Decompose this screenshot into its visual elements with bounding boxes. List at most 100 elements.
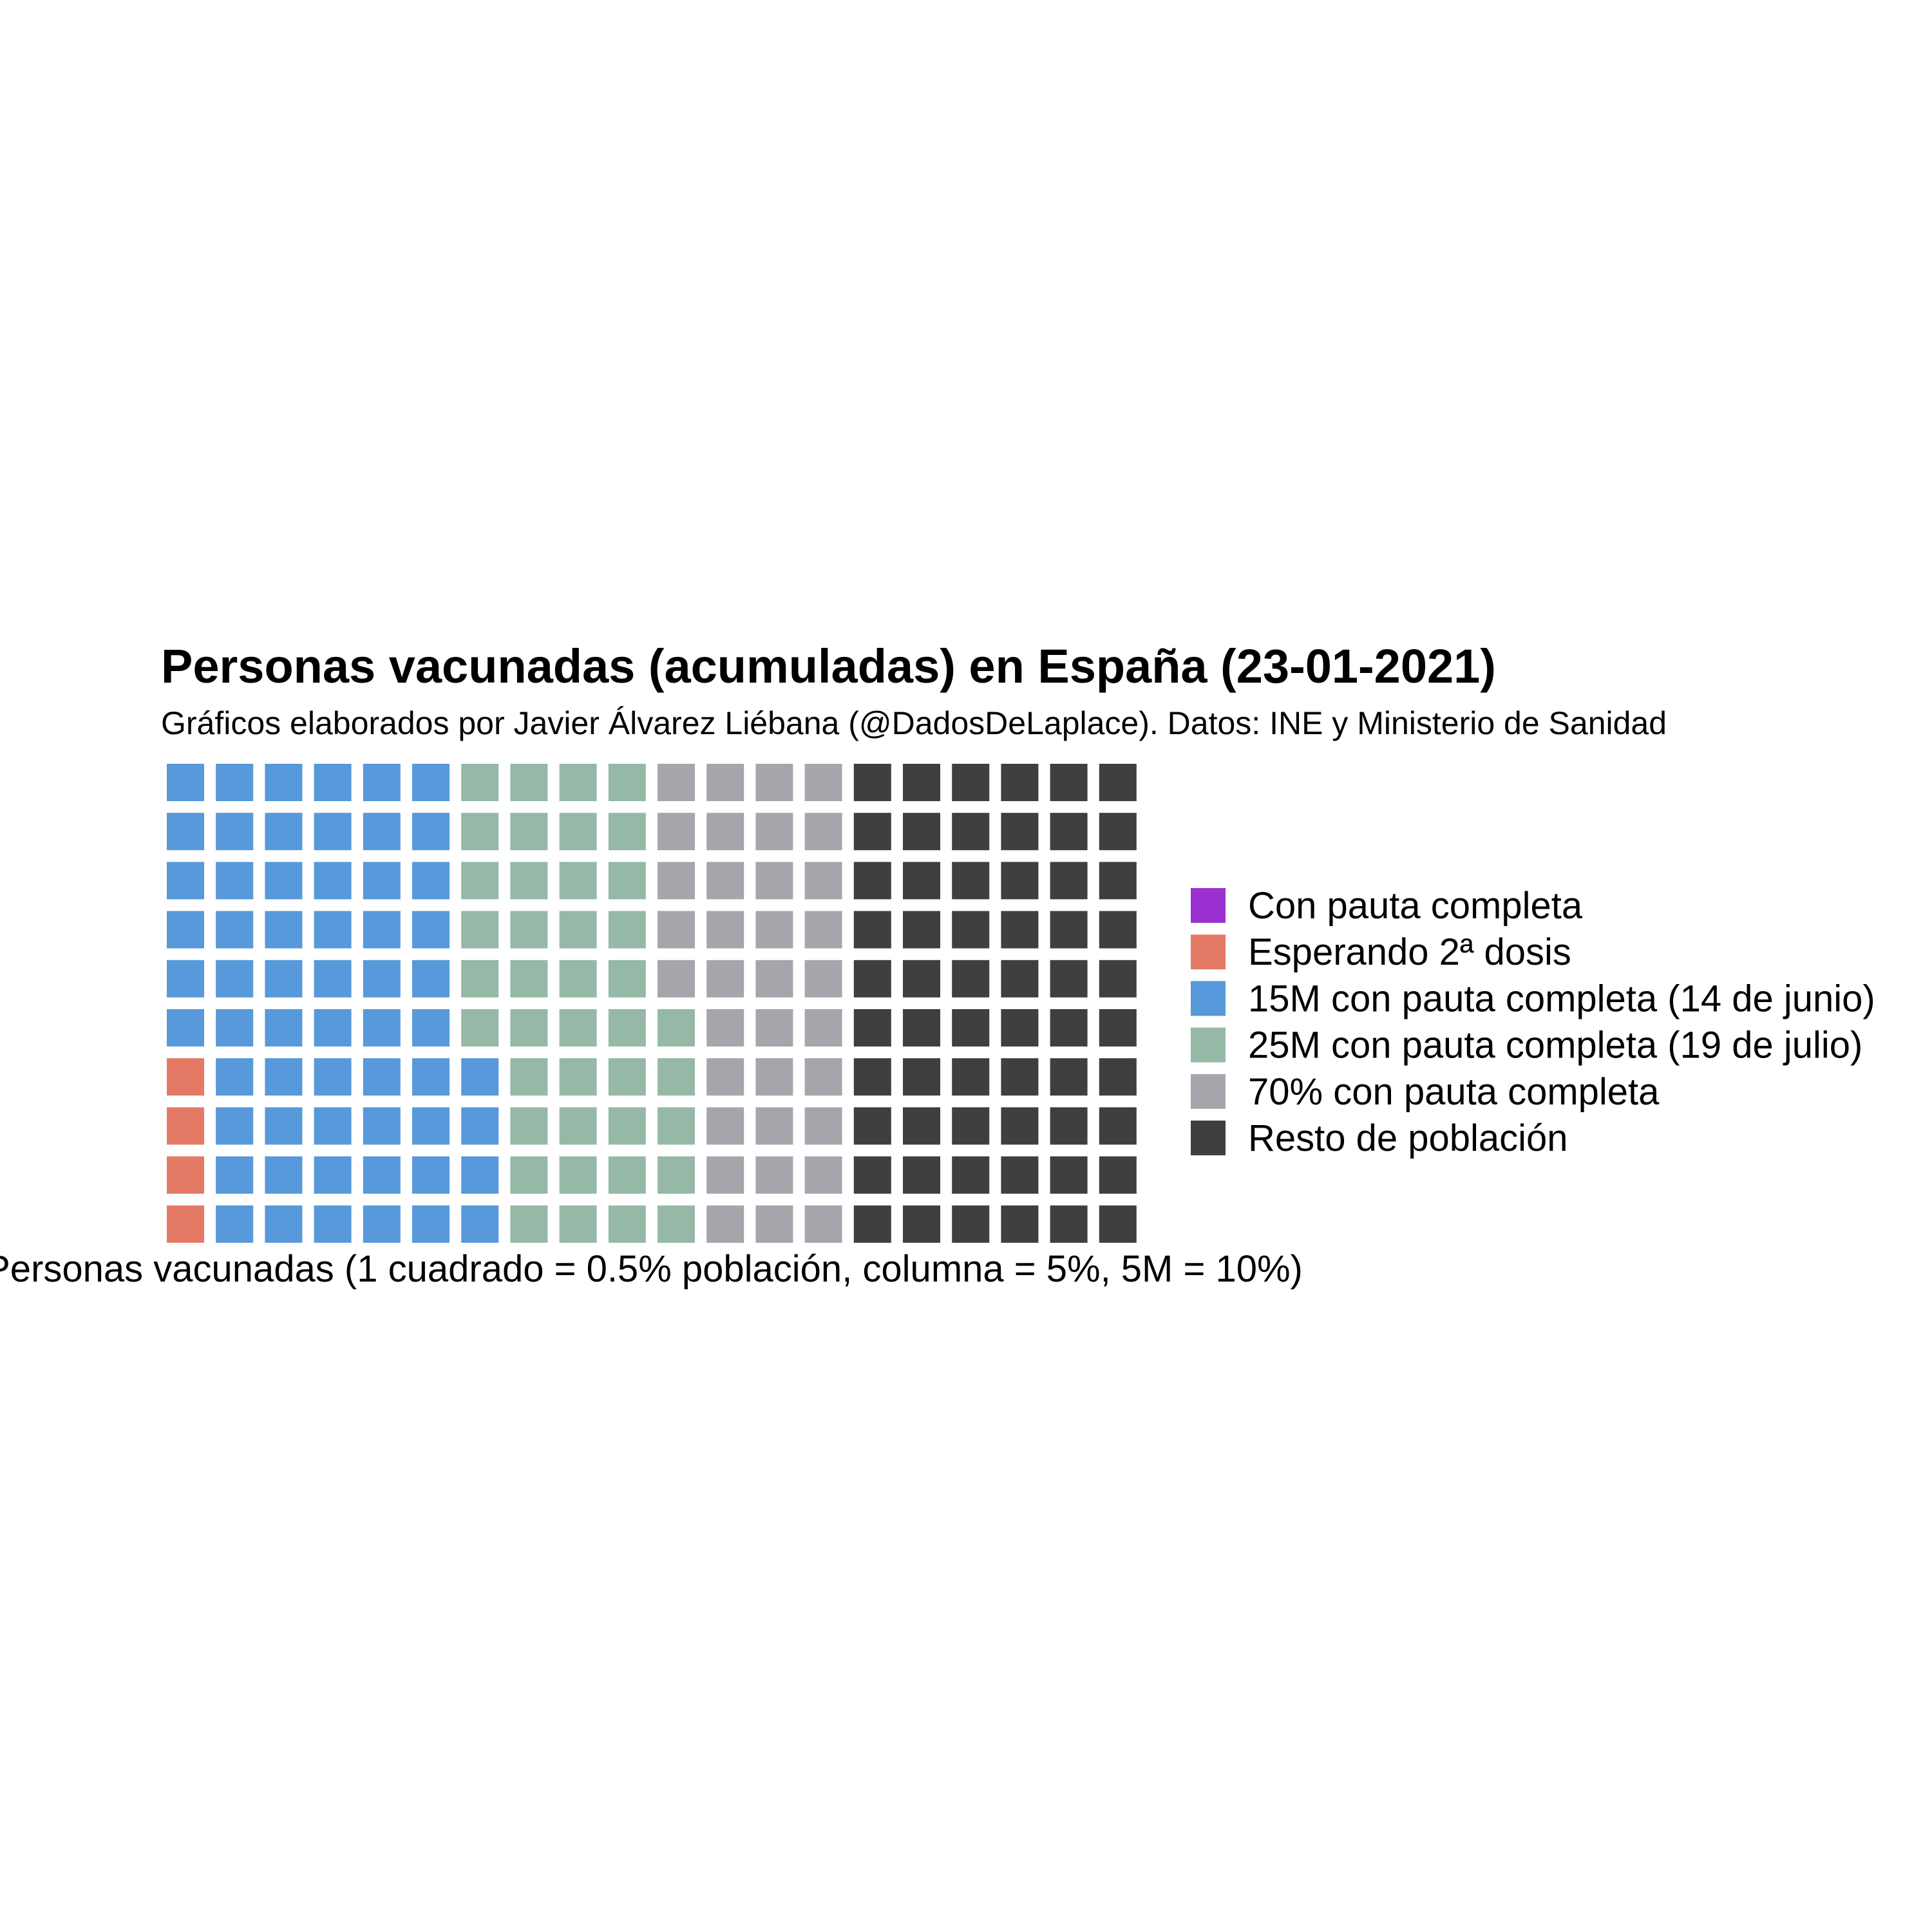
waffle-square [314, 911, 352, 949]
waffle-square [658, 911, 695, 949]
waffle-square [952, 1205, 990, 1243]
waffle-square [1099, 764, 1137, 801]
waffle-square [658, 1009, 695, 1046]
waffle-square [510, 1107, 548, 1145]
waffle-square [1001, 862, 1039, 900]
waffle-square [167, 813, 204, 851]
waffle-square [706, 764, 744, 801]
waffle-square [1050, 911, 1088, 949]
waffle-square [1001, 764, 1039, 801]
waffle-squares [167, 764, 1137, 1243]
waffle-square [1050, 1205, 1088, 1243]
waffle-square [1050, 1156, 1088, 1194]
waffle-square [314, 1058, 352, 1096]
waffle-square [853, 1058, 891, 1096]
waffle-square [804, 960, 842, 998]
waffle-square [755, 1156, 793, 1194]
waffle-square [903, 1107, 940, 1145]
waffle-square [1099, 1156, 1137, 1194]
waffle-square [903, 1009, 940, 1046]
waffle-square [1099, 960, 1137, 998]
legend-key [1191, 981, 1226, 1016]
waffle-square [903, 911, 940, 949]
waffle-square [167, 911, 204, 949]
waffle-square [755, 1107, 793, 1145]
waffle-square [510, 1205, 548, 1243]
waffle-square [804, 1058, 842, 1096]
waffle-square [1050, 1009, 1088, 1046]
waffle-square [853, 813, 891, 851]
waffle-square [216, 764, 254, 801]
waffle-square [216, 1205, 254, 1243]
waffle-square [1050, 764, 1088, 801]
waffle-square [804, 764, 842, 801]
waffle-square [461, 1009, 499, 1046]
waffle-square [903, 1058, 940, 1096]
waffle-square [314, 862, 352, 900]
waffle-square [363, 1205, 401, 1243]
waffle-square [658, 1058, 695, 1096]
waffle-square [167, 960, 204, 998]
waffle-square [608, 1205, 646, 1243]
waffle-square [755, 1009, 793, 1046]
waffle-square [1099, 1205, 1137, 1243]
waffle-square [903, 1205, 940, 1243]
x-axis-label: Personas vacunadas (1 cuadrado = 0.5% po… [0, 1248, 1303, 1290]
waffle-square [658, 764, 695, 801]
waffle-square [608, 1156, 646, 1194]
waffle-square [216, 911, 254, 949]
waffle-square [1001, 1058, 1039, 1096]
waffle-square [853, 911, 891, 949]
waffle-square [804, 1009, 842, 1046]
waffle-square [265, 1009, 303, 1046]
waffle-square [265, 1156, 303, 1194]
waffle-square [363, 764, 401, 801]
waffle-square [265, 1205, 303, 1243]
waffle-square [1001, 911, 1039, 949]
waffle-square [559, 1205, 597, 1243]
waffle-square [314, 813, 352, 851]
waffle-square [461, 813, 499, 851]
waffle-square [608, 960, 646, 998]
waffle-square [706, 1107, 744, 1145]
waffle-square [706, 862, 744, 900]
waffle-square [559, 1107, 597, 1145]
waffle-square [559, 1009, 597, 1046]
waffle-square [412, 813, 450, 851]
legend-key [1191, 934, 1226, 970]
legend-label: 15M con pauta completa (14 de junio) [1248, 978, 1875, 1019]
waffle-square [314, 960, 352, 998]
waffle-square [658, 862, 695, 900]
waffle-square [1050, 1058, 1088, 1096]
waffle-square [952, 1058, 990, 1096]
waffle-square [167, 862, 204, 900]
waffle-square [1001, 1107, 1039, 1145]
waffle-square [658, 1205, 695, 1243]
waffle-square [265, 813, 303, 851]
waffle-square [1001, 1205, 1039, 1243]
waffle-square [167, 1107, 204, 1145]
waffle-square [853, 1205, 891, 1243]
waffle-square [706, 911, 744, 949]
waffle-square [755, 1205, 793, 1243]
legend-label: Con pauta completa [1248, 885, 1583, 927]
waffle-square [510, 764, 548, 801]
waffle-square [952, 1156, 990, 1194]
waffle-square [706, 813, 744, 851]
waffle-square [216, 813, 254, 851]
legend-key [1191, 1121, 1226, 1155]
waffle-square [363, 911, 401, 949]
waffle-square [461, 911, 499, 949]
waffle-square [363, 813, 401, 851]
legend-key [1191, 888, 1226, 923]
waffle-square [903, 862, 940, 900]
waffle-square [412, 1009, 450, 1046]
waffle-square [804, 1205, 842, 1243]
waffle-square [853, 862, 891, 900]
waffle-square [412, 1156, 450, 1194]
waffle-square [510, 862, 548, 900]
waffle-square [804, 1107, 842, 1145]
waffle-square [1099, 1107, 1137, 1145]
